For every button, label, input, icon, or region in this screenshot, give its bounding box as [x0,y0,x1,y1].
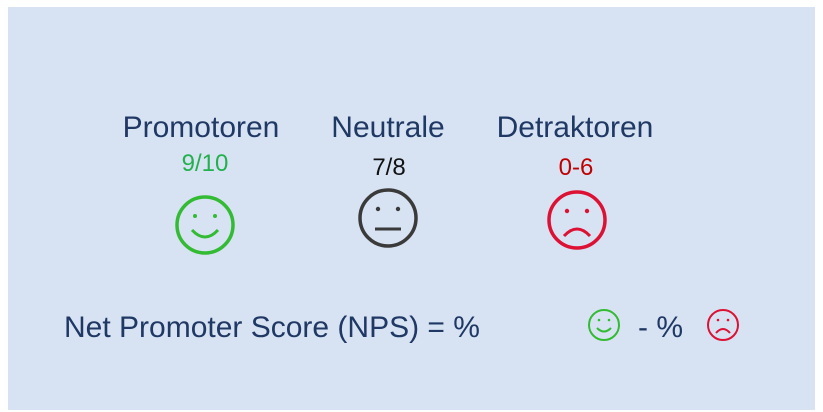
neutral-face [358,188,418,248]
happy-face [175,195,235,255]
sad-face-small [707,309,739,341]
sad-face [547,190,607,250]
happy-face-small [588,309,620,341]
group-label: Promotoren [123,111,280,144]
group-label: Detraktoren [497,111,654,144]
formula-text: - % [638,311,683,344]
group-label: Neutrale [331,111,444,144]
panel [8,7,815,410]
group-range: 0-6 [559,154,594,181]
group-range: 7/8 [372,154,405,181]
group-range: 9/10 [182,150,229,177]
formula-text: Net Promoter Score (NPS) = % [64,311,480,344]
